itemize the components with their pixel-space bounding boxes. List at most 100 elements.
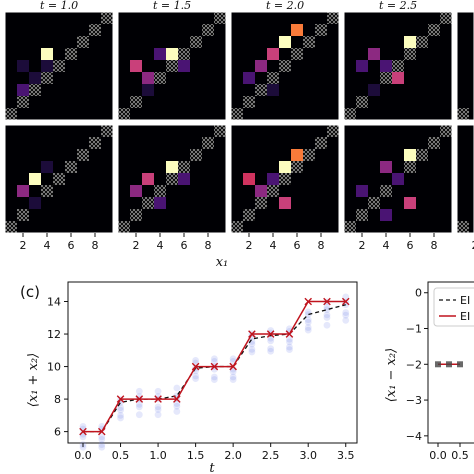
heatmap-masked-cell: [404, 161, 416, 173]
heatmap-masked-cell: [344, 108, 356, 120]
heatmap-masked-cell: [440, 125, 452, 137]
heatmap-panel: [343, 11, 453, 121]
heatmap-cell: [178, 60, 190, 72]
sample-dot: [286, 346, 293, 354]
heatmap-cell: [380, 161, 392, 173]
sample-dot: [229, 373, 237, 381]
heatmap-cell: [368, 48, 380, 60]
sample-dot: [210, 355, 218, 363]
legend-label: EI: [460, 310, 470, 323]
heatmap-cell: [166, 48, 178, 60]
heatmap-cell: [29, 197, 41, 209]
sample-dot: [135, 387, 143, 395]
sample-dot: [267, 345, 275, 353]
heatmap-masked-cell: [178, 48, 190, 60]
heatmap-x-tick-label: 4: [157, 239, 164, 252]
heatmap-cell: [404, 197, 416, 209]
heatmap-cell: [243, 72, 255, 84]
heatmap-cell: [404, 36, 416, 48]
sample-dot: [210, 376, 218, 383]
panel-d-marker: [457, 361, 463, 368]
heatmap-panel: [117, 124, 227, 234]
red-x-marker: [341, 297, 350, 306]
heatmap-frame: [117, 124, 227, 234]
sample-dot: [210, 357, 218, 365]
heatmap-x-tick-label: 2: [133, 239, 140, 252]
panel-c-xlabel: t: [209, 461, 215, 474]
heatmap-x-tick-label: 2: [20, 239, 27, 252]
heatmap-masked-cell: [457, 108, 469, 120]
sample-dot: [229, 376, 237, 383]
heatmap-masked-cell: [101, 125, 113, 137]
sample-dot: [267, 327, 275, 334]
heatmap-x-tick-label: 8: [318, 239, 325, 252]
sample-dot: [248, 338, 256, 345]
heatmap-masked-cell: [166, 173, 178, 185]
heatmap-cell: [178, 173, 190, 185]
panel-d-ylabel: ⟨x₁ − x₂⟩: [384, 348, 399, 402]
panel-d-plot: 0 −1 −2 −3 −4 0.0 0.5 EI EI: [406, 281, 474, 462]
heatmap-masked-cell: [356, 209, 368, 221]
heatmap-cell: [291, 149, 303, 161]
sample-dot: [342, 316, 350, 324]
heatmap-masked-cell: [101, 12, 113, 24]
sample-dot: [248, 345, 256, 353]
sample-dot: [135, 400, 143, 408]
heatmap-masked-cell: [202, 24, 214, 36]
heatmap-masked-cell: [89, 137, 101, 149]
panel-c-plot: 6 8 10 12 14 0.0 0.5 1.0 1.5 2.0 2.5 3.0 3.5: [47, 281, 358, 462]
sample-dot: [248, 348, 256, 356]
sample-dot: [304, 324, 312, 331]
heatmap-masked-cell: [327, 125, 339, 137]
sample-dot: [154, 387, 162, 395]
heatmap-masked-cell: [190, 149, 202, 161]
heatmap-cell: [255, 185, 267, 197]
panel-c-y-tick-label: 10: [47, 361, 61, 374]
red-x-marker: [266, 330, 275, 338]
heatmap-panel: [4, 11, 114, 121]
heatmap-masked-cell: [231, 221, 243, 233]
heatmap-x-tick-label: 6: [407, 239, 414, 252]
heatmap-title: t = 1.0: [40, 0, 78, 12]
heatmap-frame: [230, 124, 340, 234]
panel-d-marker: [435, 361, 441, 368]
heatmap-masked-cell: [154, 72, 166, 84]
heatmap-cell: [255, 60, 267, 72]
red-x-marker: [191, 362, 200, 371]
heatmap-panel: [456, 11, 474, 121]
heatmap-masked-cell: [392, 60, 404, 72]
sample-dot: [323, 314, 331, 321]
panel-c-x-tick-label: 3.5: [337, 449, 355, 462]
heatmap-cell: [130, 185, 142, 197]
heatmap-masked-cell: [303, 149, 315, 161]
heatmap-masked-cell: [279, 60, 291, 72]
heatmap-masked-cell: [315, 24, 327, 36]
heatmap-x-tick-label: 6: [181, 239, 188, 252]
heatmap-cell: [291, 24, 303, 36]
sample-dot: [304, 326, 312, 334]
panel-c-y-tick-label: 6: [54, 426, 61, 439]
sample-dot: [192, 372, 200, 380]
sample-dot: [304, 311, 312, 318]
heatmap-masked-cell: [416, 36, 428, 48]
heatmap-cell: [392, 72, 404, 84]
red-x-marker: [210, 362, 219, 371]
red-x-marker: [79, 427, 87, 436]
heatmap-x-tick-label: 2: [246, 239, 253, 252]
panel-c-x-tick-label: 0.0: [74, 449, 92, 462]
heatmap-cell: [142, 72, 154, 84]
heatmap-x-tick-label: 6: [68, 239, 75, 252]
sample-dot: [79, 423, 87, 430]
sample-dot: [304, 316, 312, 324]
red-x-marker: [135, 395, 144, 403]
heatmap-masked-cell: [53, 173, 65, 185]
heatmap-cell: [267, 84, 279, 96]
red-x-marker: [323, 297, 331, 306]
heatmap-x-ticks: 2 4 6 8 2 4 6 8 2 4 6 8 2 4 6 8 2: [20, 233, 474, 252]
heatmap-cell: [41, 161, 53, 173]
sample-dot: [229, 355, 237, 363]
heatmap-masked-cell: [214, 12, 226, 24]
heatmap-cell: [243, 173, 255, 185]
heatmap-masked-cell: [255, 84, 267, 96]
